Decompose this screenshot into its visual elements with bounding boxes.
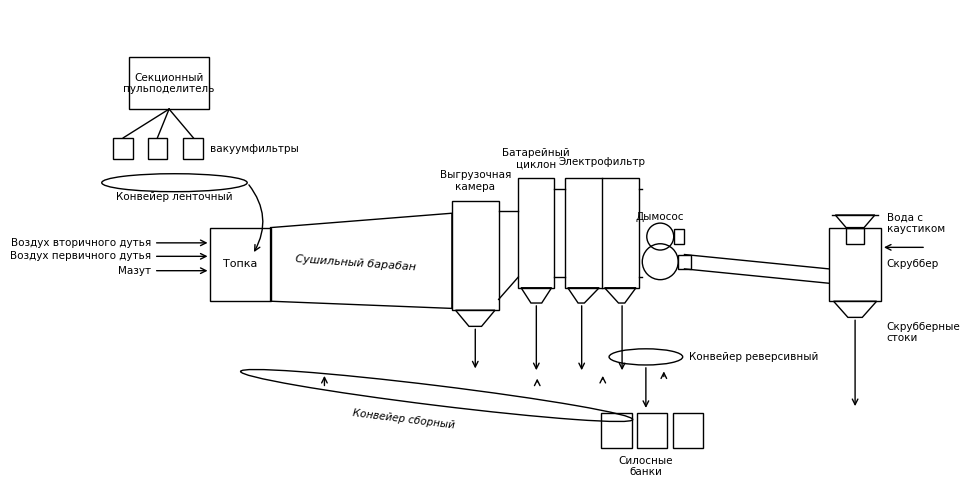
- Text: Электрофильтр: Электрофильтр: [558, 157, 645, 167]
- Text: Выгрузочная
камера: Выгрузочная камера: [440, 170, 511, 192]
- Text: Воздух вторичного дутья: Воздух вторичного дутья: [11, 238, 151, 248]
- Text: Скруббер: Скруббер: [887, 260, 939, 270]
- Text: Топка: Топка: [224, 260, 257, 270]
- Text: Конвейер сборный: Конвейер сборный: [352, 408, 455, 431]
- Text: вакуумфильтры: вакуумфильтры: [210, 144, 299, 154]
- Text: Воздух первичного дутья: Воздух первичного дутья: [10, 252, 151, 262]
- Text: Конвейер реверсивный: Конвейер реверсивный: [689, 352, 818, 362]
- Text: Силосные
банки: Силосные банки: [619, 455, 673, 477]
- Text: Мазут: Мазут: [119, 266, 151, 276]
- Text: Вода с
каустиком: Вода с каустиком: [887, 212, 945, 234]
- Text: Скрубберные
стоки: Скрубберные стоки: [887, 322, 960, 344]
- Text: Конвейер ленточный: Конвейер ленточный: [116, 192, 232, 202]
- Text: Батарейный
циклон: Батарейный циклон: [502, 148, 570, 169]
- Text: Секционный
пульподелитель: Секционный пульподелитель: [123, 72, 215, 94]
- Text: Дымосос: Дымосос: [636, 212, 684, 222]
- Text: Сушильный барабан: Сушильный барабан: [295, 255, 416, 273]
